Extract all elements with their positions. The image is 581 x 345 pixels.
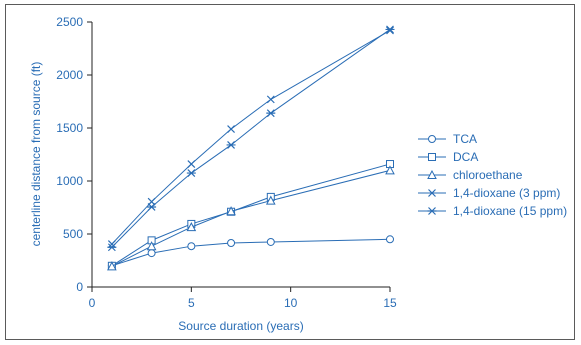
marker-shape <box>147 249 156 258</box>
legend-label: DCA <box>453 150 478 164</box>
series-3 <box>107 165 395 271</box>
data-point <box>186 169 196 177</box>
legend-entry: chloroethane <box>418 168 523 182</box>
y-tick-label: 1500 <box>56 121 83 135</box>
marker-shape <box>427 207 437 215</box>
series-line <box>111 30 391 245</box>
x-tick-label: 10 <box>284 296 298 310</box>
legend-entry: 1,4-dioxane (3 ppm) <box>418 186 560 200</box>
legend-entry: 1,4-dioxane (15 ppm) <box>418 204 567 218</box>
marker-shape <box>266 109 276 118</box>
marker-shape <box>107 243 117 252</box>
series-line <box>111 238 391 267</box>
data-point <box>147 249 156 258</box>
marker-shape <box>227 239 236 248</box>
legend-label: 1,4-dioxane (15 ppm) <box>453 204 567 218</box>
data-point <box>385 25 395 34</box>
y-tick-label: 0 <box>76 280 83 294</box>
data-point <box>187 160 196 168</box>
chart-frame <box>5 4 575 340</box>
y-tick-label: 2000 <box>56 68 83 82</box>
series-line <box>111 169 391 267</box>
data-point <box>386 26 394 35</box>
data-point <box>107 243 117 252</box>
marker-shape <box>107 240 116 248</box>
x-tick-label: 5 <box>188 296 195 310</box>
marker-shape <box>187 160 196 168</box>
data-point <box>266 95 275 104</box>
data-point <box>187 242 196 251</box>
data-point <box>107 261 117 271</box>
y-tick-label: 500 <box>63 227 83 241</box>
data-point <box>385 165 395 175</box>
marker-shape <box>226 206 236 216</box>
data-point <box>266 237 275 246</box>
marker-shape <box>428 135 436 143</box>
legend-marker <box>428 135 436 143</box>
series-5 <box>107 25 395 252</box>
marker-shape <box>107 261 117 271</box>
marker-shape <box>147 203 157 211</box>
legend-entry: DCA <box>418 150 478 164</box>
legend: TCA DCA chloroethane 1,4-dioxane (3 ppm) 1,4… <box>418 132 567 218</box>
marker-shape <box>266 95 275 104</box>
marker-shape <box>186 222 197 232</box>
data-point <box>226 141 236 149</box>
marker-shape <box>187 242 196 251</box>
legend-label: TCA <box>453 132 477 146</box>
marker-shape <box>266 237 275 246</box>
legend-marker <box>427 169 437 179</box>
marker-shape <box>386 235 394 244</box>
marker-shape <box>427 169 437 179</box>
marker-shape <box>428 189 436 197</box>
series-4 <box>107 26 394 248</box>
x-axis-label: Source duration (years) <box>178 319 303 333</box>
legend-entry: TCA <box>418 132 477 146</box>
marker-shape <box>386 26 394 35</box>
marker-shape <box>227 125 235 133</box>
legend-marker <box>427 207 437 215</box>
y-tick-label: 2500 <box>56 15 83 29</box>
marker-shape <box>265 195 276 205</box>
legend-label: chloroethane <box>453 168 523 182</box>
legend-marker <box>428 153 436 161</box>
data-point <box>147 203 157 211</box>
marker-shape <box>186 169 196 177</box>
legend-marker <box>428 189 436 197</box>
marker-shape <box>226 141 236 149</box>
legend-label: 1,4-dioxane (3 ppm) <box>453 186 560 200</box>
marker-shape <box>428 153 436 161</box>
axes: 0 500 1000 1500 2000 2500 0 5 10 15 <box>56 15 397 310</box>
data-point <box>146 241 157 251</box>
x-tick-label: 0 <box>89 296 96 310</box>
data-point <box>265 195 276 205</box>
series-line <box>111 29 391 248</box>
y-tick-label: 1000 <box>56 174 83 188</box>
marker-shape <box>146 241 157 251</box>
series-line <box>111 163 391 267</box>
data-point <box>227 125 235 133</box>
data-point <box>186 222 197 232</box>
data-point <box>226 206 236 216</box>
x-tick-label: 15 <box>383 296 397 310</box>
data-point <box>386 235 394 244</box>
y-axis-label: centerline distance from source (ft) <box>29 62 43 247</box>
marker-shape <box>385 25 395 34</box>
data-point <box>227 239 236 248</box>
data-point <box>107 240 116 248</box>
plot-area <box>107 25 395 271</box>
data-point <box>266 109 276 118</box>
marker-shape <box>385 165 395 175</box>
